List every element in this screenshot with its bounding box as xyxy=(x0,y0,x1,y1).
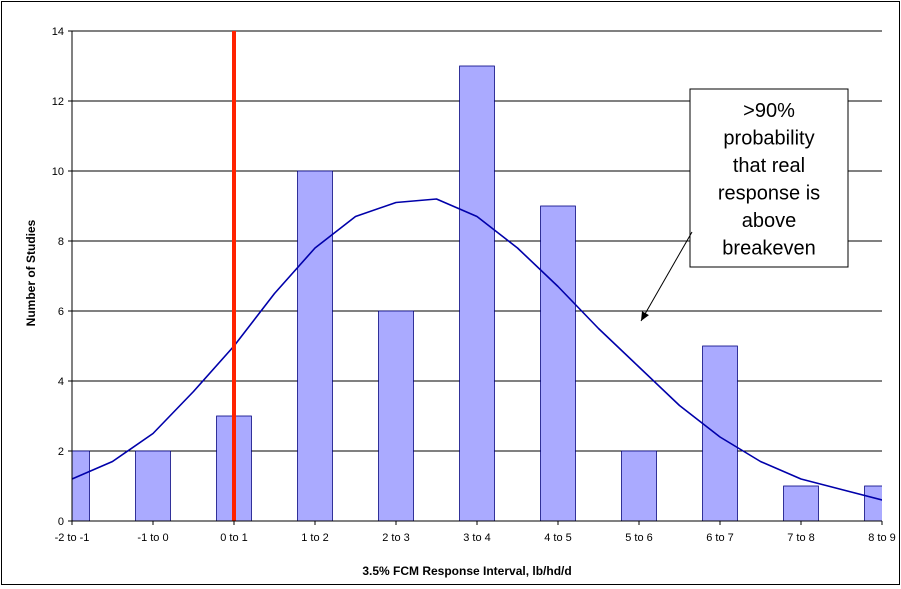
x-tick-label: -2 to -1 xyxy=(55,532,90,544)
x-tick-label: -1 to 0 xyxy=(137,532,168,544)
bar xyxy=(702,345,738,521)
fitted-curve xyxy=(72,198,882,501)
bars xyxy=(72,65,882,521)
annotation-arrow xyxy=(640,231,693,322)
y-tick-label: 6 xyxy=(58,306,64,318)
annotation-text: response is xyxy=(718,183,820,205)
x-tick-label: 3 to 4 xyxy=(463,532,491,544)
bar xyxy=(459,65,495,521)
y-tick-label: 14 xyxy=(52,26,64,38)
axes: 0 2 4 6 8 10 12 14 -2 to -1 -1 to 0 0 to 1 1 to 2 2 … xyxy=(52,26,896,544)
annotation-arrowhead xyxy=(641,311,649,321)
bar xyxy=(72,450,90,521)
bar xyxy=(297,170,333,521)
annotation-text: above xyxy=(742,210,797,232)
y-tick-label: 10 xyxy=(52,166,64,178)
y-tick-label: 0 xyxy=(58,516,64,528)
x-axis-title: 3.5% FCM Response Interval, lb/hd/d xyxy=(362,564,571,578)
y-tick-label: 2 xyxy=(58,446,64,458)
annotation-box xyxy=(689,88,849,268)
bar xyxy=(378,310,414,521)
y-tick-label: 12 xyxy=(52,96,64,108)
x-tick-label: 2 to 3 xyxy=(382,532,410,544)
annotation-text: probability xyxy=(723,128,814,150)
x-tick-label: 6 to 7 xyxy=(706,532,734,544)
x-tick-label: 7 to 8 xyxy=(787,532,815,544)
normal-curve-line xyxy=(72,198,882,501)
y-tick-label: 4 xyxy=(58,376,64,388)
x-tick-label: 5 to 6 xyxy=(625,532,653,544)
x-tick-label: 1 to 2 xyxy=(301,532,329,544)
bar xyxy=(864,485,882,521)
annotation-text: breakeven xyxy=(722,238,815,260)
annotation-text: >90% xyxy=(743,100,795,122)
bar xyxy=(621,450,657,521)
annotation-text: that real xyxy=(733,155,805,177)
bar xyxy=(135,450,171,521)
y-tick-label: 8 xyxy=(58,236,64,248)
annotation: >90% probability that real response is above… xyxy=(640,88,849,322)
bar xyxy=(783,485,819,521)
x-tick-label: 0 to 1 xyxy=(220,532,248,544)
bar xyxy=(540,205,576,521)
y-axis-title: Number of Studies xyxy=(24,219,38,326)
x-tick-label: 8 to 9 xyxy=(868,532,896,544)
x-tick-label: 4 to 5 xyxy=(544,532,572,544)
